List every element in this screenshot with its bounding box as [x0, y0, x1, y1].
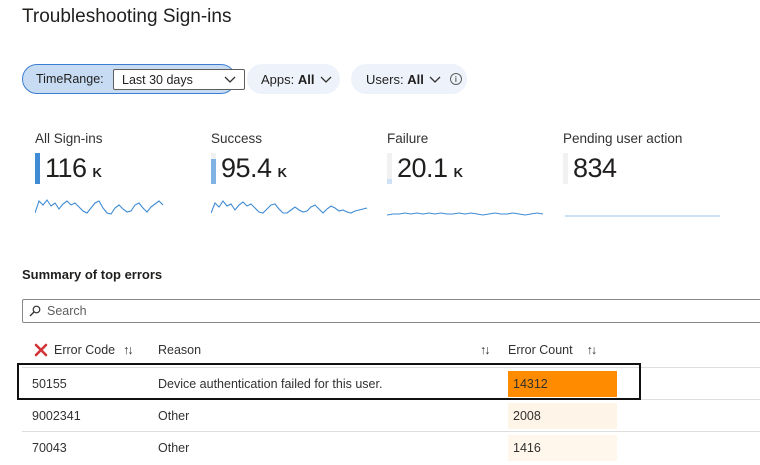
column-header-error-code[interactable]: Error Code ↑↓	[34, 343, 134, 357]
error-count-cell: 1416	[508, 435, 617, 461]
time-range-label: TimeRange:	[36, 72, 104, 86]
metric-unit: K	[92, 165, 102, 180]
apps-label: Apps:	[261, 71, 295, 87]
sparkline	[565, 215, 720, 217]
metric-bar	[35, 153, 40, 184]
metric-bar	[563, 153, 568, 184]
column-header-label: Error Code	[54, 343, 116, 357]
sort-icon[interactable]: ↑↓	[480, 343, 490, 357]
sort-icon[interactable]: ↑↓	[123, 343, 133, 357]
column-header-label: Reason	[158, 343, 202, 357]
chevron-down-icon	[320, 76, 331, 83]
search-icon	[29, 305, 41, 317]
users-value: All	[407, 71, 424, 87]
column-header-reason[interactable]: Reason	[158, 343, 201, 357]
error-code-cell: 9002341	[32, 409, 81, 423]
metric-label: Failure	[387, 131, 429, 146]
time-range-value: Last 30 days	[122, 72, 193, 87]
error-count-cell: 14312	[508, 371, 617, 397]
metric-unit: K	[277, 165, 287, 180]
info-icon[interactable]: i	[449, 73, 462, 85]
reason-cell: Other	[158, 409, 190, 423]
sparkline	[387, 212, 544, 216]
sort-icon[interactable]: ↑↓	[586, 343, 597, 357]
error-code-cell: 50155	[32, 377, 67, 391]
sparkline	[211, 200, 368, 214]
chevron-down-icon	[429, 76, 441, 83]
metric-bar-fill	[211, 158, 216, 184]
column-header-error-count[interactable]: Error Count ↑↓	[508, 343, 597, 357]
column-header-label: Error Count	[508, 343, 573, 357]
time-range-filter[interactable]: TimeRange: Last 30 days	[22, 64, 245, 94]
apps-value: All	[297, 71, 315, 87]
metric-success[interactable]: Success 95.4 K	[211, 131, 368, 214]
chevron-down-icon	[224, 76, 236, 83]
search-placeholder: Search	[47, 304, 87, 318]
apps-filter[interactable]: Apps: All	[247, 64, 340, 94]
metric-unit: K	[453, 165, 463, 180]
page-title: Troubleshooting Sign-ins	[22, 6, 232, 27]
search-input[interactable]: Search	[22, 299, 760, 323]
table-row[interactable]: 9002341 Other 2008	[22, 399, 760, 431]
users-label: Users:	[366, 71, 404, 87]
highlight-box	[17, 363, 641, 400]
sparkline	[35, 199, 164, 215]
reason-cell: Device authentication failed for this us…	[158, 377, 383, 391]
metric-bar-fill	[387, 178, 392, 184]
table-row[interactable]: 50155 Device authentication failed for t…	[22, 367, 760, 399]
users-filter[interactable]: Users: All i	[351, 64, 467, 94]
error-icon	[34, 343, 48, 357]
metric-value: 20.1	[397, 153, 448, 183]
metric-all-signins[interactable]: All Sign-ins 116 K	[35, 131, 164, 215]
metric-bar	[211, 153, 216, 184]
metric-value: 116	[45, 153, 87, 183]
metric-label: All Sign-ins	[35, 131, 103, 146]
metric-value: 834	[573, 153, 617, 183]
summary-title: Summary of top errors	[22, 267, 163, 282]
table-row[interactable]: 70043 Other 1416	[22, 431, 760, 463]
metric-label: Pending user action	[563, 131, 683, 146]
metric-failure[interactable]: Failure 20.1 K	[387, 131, 544, 216]
time-range-select[interactable]: Last 30 days	[113, 69, 245, 90]
metric-value: 95.4	[221, 153, 272, 183]
reason-cell: Other	[158, 441, 190, 455]
metric-bar	[387, 153, 392, 184]
metric-pending-user-action[interactable]: Pending user action 834	[563, 131, 720, 217]
metric-label: Success	[211, 131, 263, 146]
error-code-cell: 70043	[32, 441, 67, 455]
error-count-cell: 2008	[508, 403, 617, 429]
metric-bar-fill	[35, 153, 40, 184]
